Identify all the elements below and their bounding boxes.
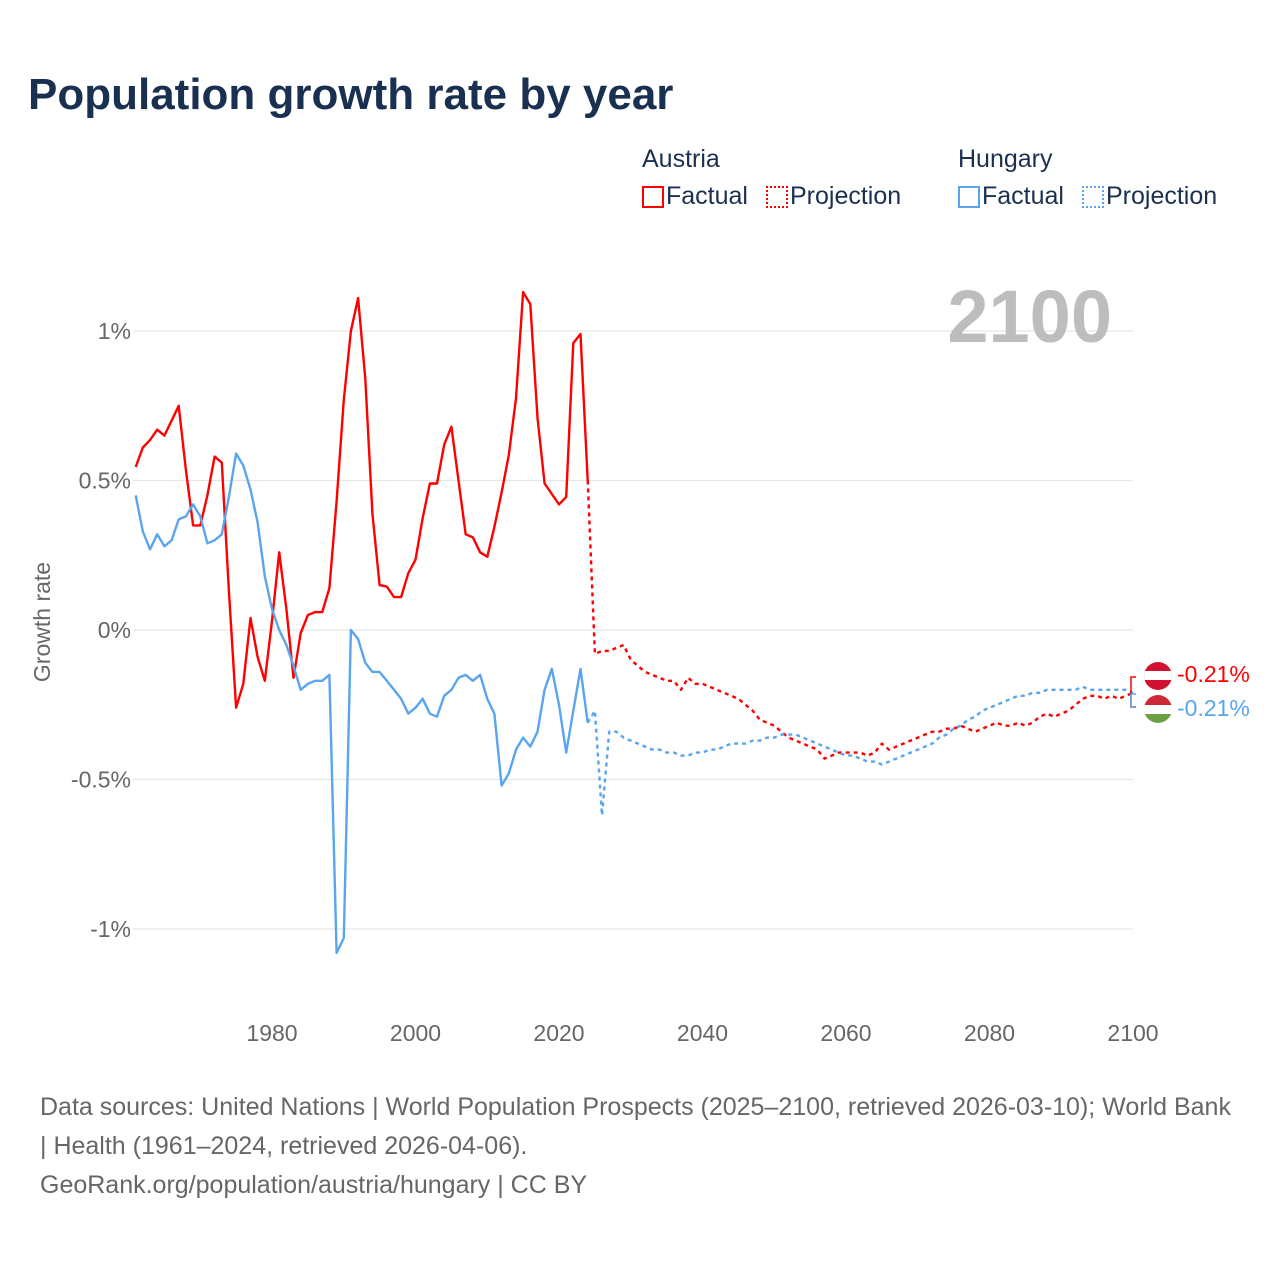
x-tick-label: 2080 — [964, 1020, 1015, 1046]
austria-end-label: -0.21% — [1177, 661, 1250, 687]
y-tick-label: 0.5% — [79, 468, 131, 494]
legend-country: Hungary — [958, 145, 1053, 173]
legend-item-hungary-projection[interactable]: Projection — [1081, 182, 1218, 211]
legend-label: Projection — [789, 182, 902, 210]
legend-item-austria-factual[interactable]: Factual — [642, 182, 748, 211]
series-line-austria-projection — [586, 480, 1134, 760]
x-tick-label: 2000 — [390, 1020, 441, 1046]
legend-swatch — [958, 185, 980, 208]
chart-title: Population growth rate by year — [28, 70, 674, 119]
legend-swatch — [642, 185, 664, 208]
legend-item-austria-projection[interactable]: Projection — [765, 182, 902, 211]
legend-austria: Austria Factual Projection — [642, 145, 913, 211]
y-axis-label: Growth rate — [29, 562, 55, 682]
y-tick-label: -1% — [90, 916, 131, 942]
hungary-flag-icon — [1144, 695, 1172, 723]
legend-country: Austria — [642, 145, 720, 173]
legend-label: Factual — [982, 182, 1064, 210]
data-sources: Data sources: United Nations | World Pop… — [40, 1093, 1231, 1160]
y-tick-label: 0% — [98, 617, 131, 643]
x-tick-label: 2020 — [533, 1020, 584, 1046]
footer: Data sources: United Nations | World Pop… — [40, 1088, 1240, 1205]
y-tick-label: 1% — [98, 318, 131, 344]
legend-label: Projection — [1105, 182, 1218, 210]
series-line-hungary-factual — [134, 452, 589, 955]
x-tick-label: 2060 — [820, 1020, 871, 1046]
series-line-austria-factual — [134, 290, 589, 709]
credit-link[interactable]: GeoRank.org/population/austria/hungary |… — [40, 1171, 588, 1199]
year-watermark: 2100 — [947, 275, 1112, 358]
austria-flag-icon — [1144, 662, 1172, 690]
series-line-hungary-projection — [586, 685, 1134, 817]
legend-swatch — [765, 185, 788, 208]
legend-item-hungary-factual[interactable]: Factual — [958, 182, 1064, 211]
legend-swatch — [1081, 185, 1104, 208]
x-tick-label: 2100 — [1107, 1020, 1158, 1046]
y-tick-label: -0.5% — [71, 767, 131, 793]
legend-hungary: Hungary Factual Projection — [958, 145, 1229, 211]
legend-label: Factual — [666, 182, 748, 210]
hungary-end-label: -0.21% — [1177, 695, 1250, 721]
x-tick-label: 1980 — [246, 1020, 297, 1046]
x-tick-label: 2040 — [677, 1020, 728, 1046]
hungary-end-bracket — [1130, 693, 1136, 708]
